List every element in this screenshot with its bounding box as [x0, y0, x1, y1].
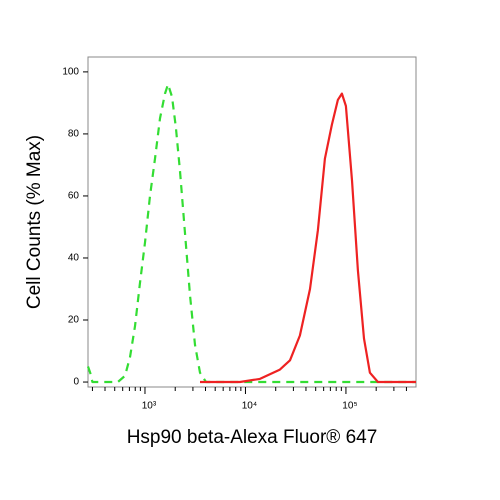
y-tick-label: 100 [62, 67, 79, 78]
y-tick-label: 60 [68, 191, 80, 202]
x-axis-label: Hsp90 beta-Alexa Fluor® 647 [127, 427, 378, 448]
histogram-line [200, 92, 416, 384]
y-tick-label: 80 [68, 129, 80, 140]
y-axis-label: Cell Counts (% Max) [24, 135, 45, 309]
y-tick-label: 0 [73, 377, 79, 388]
x-tick-label: 10⁵ [342, 401, 357, 412]
y-tick-label: 40 [68, 253, 80, 264]
x-tick-label: 10⁴ [242, 401, 257, 412]
y-tick-label: 20 [68, 315, 80, 326]
plot-frame [87, 56, 417, 388]
histogram-line [86, 83, 416, 384]
x-tick-label: 10³ [142, 401, 157, 412]
